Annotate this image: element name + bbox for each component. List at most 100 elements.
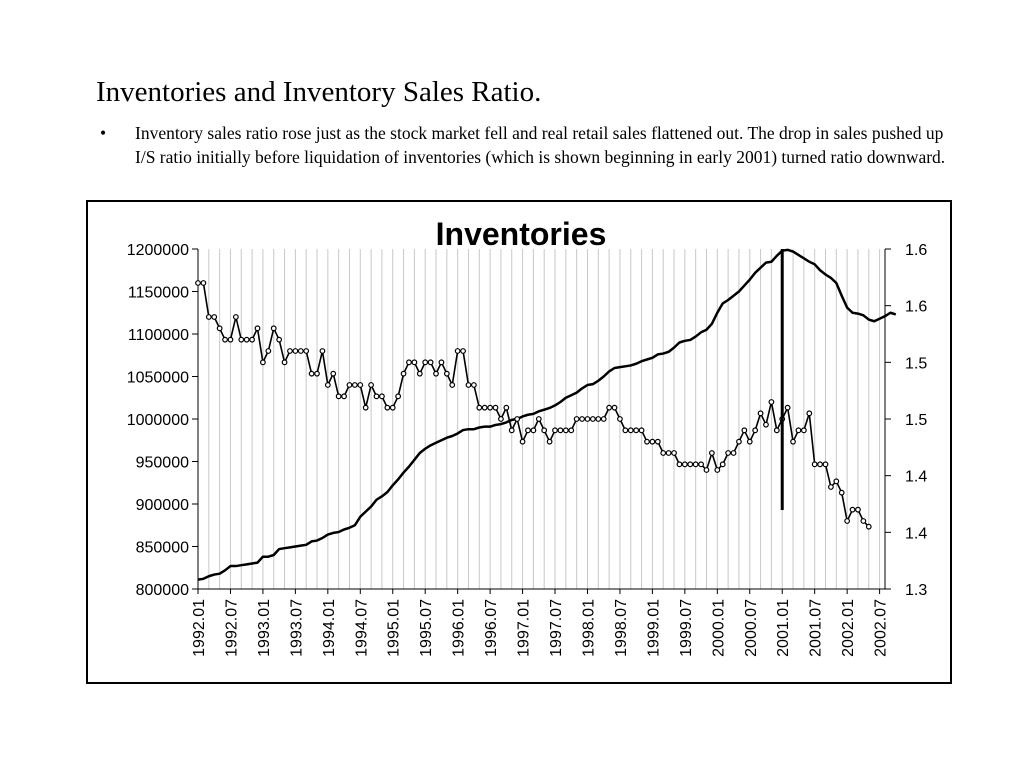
x-tick-label: 2000.07 (743, 599, 760, 657)
ratio-point (238, 336, 245, 343)
ratio-point (476, 404, 483, 411)
series (195, 248, 897, 581)
ratio-point (746, 438, 753, 445)
ratio-point (573, 416, 580, 422)
chart-canvas: Inventories 1200000 1150000 1100000 1050000… (127, 216, 928, 657)
x-tick-label: 1996.07 (483, 599, 500, 657)
y-right-tick-label: 1.4 (905, 469, 927, 486)
y-right-tick-label: 1.6 (905, 299, 927, 316)
y-left-tick-label: 1000000 (127, 412, 189, 429)
ratio-point (287, 348, 293, 354)
bullet-point: • Inventory sales ratio rose just as the… (100, 121, 950, 169)
slide-heading: Inventories and Inventory Sales Ratio. (96, 76, 542, 108)
ratio-point (865, 523, 872, 530)
inventories-line (197, 248, 897, 581)
ratio-point (460, 348, 466, 354)
x-tick-label: 1995.07 (418, 599, 435, 657)
ratio-point (487, 404, 494, 411)
ratio-point (773, 427, 780, 434)
y-left-tick-label: 900000 (136, 497, 189, 514)
x-tick-label: 1992.01 (191, 599, 208, 657)
x-tick-label: 2002.07 (873, 599, 890, 657)
ratio-point (351, 382, 358, 388)
ratio-point (649, 438, 656, 445)
ratio-point (389, 404, 396, 411)
ratio-point (308, 370, 315, 377)
ratio-point (384, 404, 391, 411)
ratio-point (519, 438, 526, 445)
ratio-point (249, 336, 255, 343)
ratio-point (314, 370, 320, 377)
inventories-chart: Inventories 1200000 1150000 1100000 1050000… (86, 200, 952, 684)
ratio-point (730, 450, 737, 456)
ratio-point (703, 467, 710, 473)
ratio-point (427, 359, 434, 366)
ratio-point (627, 427, 634, 434)
ratio-point (400, 370, 407, 377)
chart-title: Inventories (436, 216, 607, 252)
ratio-point (784, 404, 791, 411)
ratio-point (752, 427, 759, 434)
ratio-point (470, 382, 477, 388)
ratio-point (492, 404, 499, 411)
x-tick-label: 2001.01 (775, 599, 792, 657)
x-tick-label: 2002.01 (840, 599, 857, 657)
ratio-point (454, 348, 461, 354)
y-right-tick-label: 1.4 (905, 525, 927, 542)
ratio-point (508, 427, 515, 434)
ratio-point (200, 280, 207, 286)
ratio-point (341, 393, 347, 400)
ratio-point (795, 427, 802, 434)
x-tick-label: 1995.01 (386, 599, 403, 657)
ratio-point (227, 336, 234, 343)
ratio-point (638, 427, 645, 434)
ratio-point (719, 461, 726, 468)
ratio-point (833, 478, 840, 485)
ratio-point (211, 314, 218, 320)
ratio-point (790, 438, 796, 445)
ratio-point (589, 416, 596, 422)
ratio-point (292, 348, 299, 354)
ratio-point (822, 461, 829, 468)
ratio-point (849, 506, 856, 513)
axes: 1200000 1150000 1100000 1050000 1000000 95000… (127, 242, 928, 657)
y-right-tick-label: 1.5 (905, 355, 927, 372)
ratio-point (276, 336, 283, 343)
ratio-point (525, 427, 531, 434)
ratio-point (232, 314, 239, 320)
ratio-point (611, 404, 618, 411)
ratio-point (709, 450, 715, 456)
y-left-tick-label: 1150000 (128, 285, 189, 302)
ratio-point (362, 404, 369, 411)
ratio-point (416, 370, 423, 377)
ratio-point (714, 467, 721, 473)
ratio-point (260, 359, 266, 366)
ratio-point (671, 450, 677, 456)
ratio-point (622, 427, 629, 434)
ratio-point (205, 314, 212, 320)
ratio-point (741, 427, 748, 434)
ratio-point (768, 399, 775, 405)
ratio-point (687, 461, 694, 468)
ratio-point (346, 382, 353, 388)
ratio-point (395, 393, 402, 400)
ratio-point (633, 427, 640, 434)
ratio-point (855, 506, 861, 513)
ratio-point (357, 382, 364, 388)
ratio-point (481, 404, 488, 411)
ratio-point (844, 518, 851, 524)
ratio-point (606, 404, 613, 411)
ratio-point (579, 416, 585, 422)
bullet-symbol: • (100, 123, 107, 143)
ratio-point (449, 382, 456, 388)
ratio-point (692, 461, 699, 468)
ratio-point (222, 336, 228, 343)
x-tick-label: 2001.07 (808, 599, 825, 657)
ratio-point (303, 348, 310, 354)
ratio-point (406, 359, 412, 366)
ratio-point (644, 438, 650, 445)
x-tick-label: 1998.07 (613, 599, 630, 657)
ratio-point (438, 359, 445, 366)
y-left-tick-label: 1050000 (127, 370, 189, 387)
ratio-point (243, 336, 250, 343)
